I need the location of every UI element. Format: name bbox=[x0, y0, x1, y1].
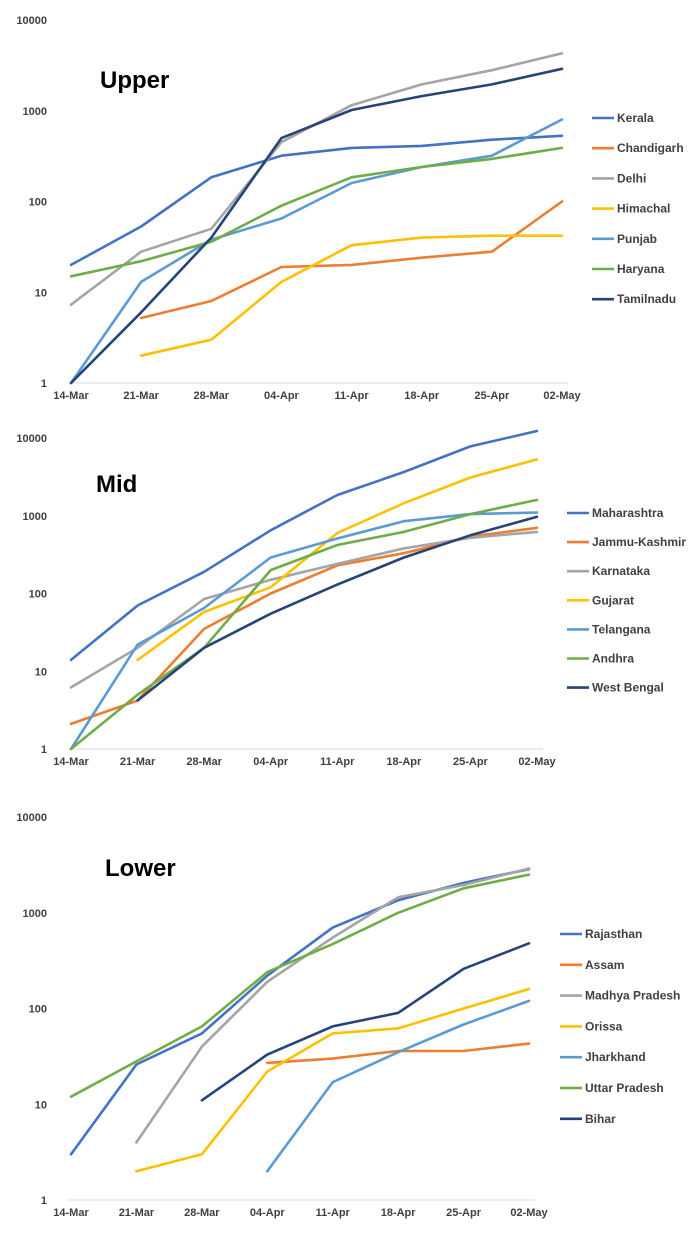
x-tick-label: 25-Apr bbox=[453, 756, 489, 768]
y-tick-label: 1 bbox=[41, 744, 47, 756]
legend-label: Tamilnadu bbox=[617, 292, 676, 306]
series-line-west-bengal bbox=[136, 515, 539, 702]
x-tick-label: 21-Mar bbox=[123, 390, 159, 402]
series-line-kerala bbox=[69, 134, 564, 267]
legend-label: Haryana bbox=[617, 262, 665, 276]
series-line-himachal bbox=[139, 234, 564, 357]
series-line-maharashtra bbox=[69, 429, 539, 662]
y-tick-label: 10 bbox=[35, 666, 47, 678]
legend-label: Bihar bbox=[585, 1112, 616, 1126]
y-tick-label: 1 bbox=[41, 1195, 47, 1207]
series-line-rajasthan bbox=[69, 867, 531, 1156]
chart-mid: 1 10 100 1000 10000 14-Mar 21-Mar 28-Mar 04-Apr 1… bbox=[16, 429, 686, 768]
legend-label: Kerala bbox=[617, 111, 654, 125]
chart-title: Upper bbox=[100, 67, 169, 94]
y-tick-label: 1000 bbox=[23, 908, 47, 920]
x-tick-label: 04-Apr bbox=[253, 756, 289, 768]
legend-label: Assam bbox=[585, 958, 624, 972]
series-line-gujarat bbox=[136, 458, 539, 662]
series-line-chandigarh bbox=[139, 200, 564, 320]
legend-label: Jharkhand bbox=[585, 1050, 646, 1064]
series-line-punjab bbox=[69, 118, 564, 385]
x-tick-label: 25-Apr bbox=[474, 390, 510, 402]
series-line-andhra bbox=[69, 498, 539, 751]
legend-label: Maharashtra bbox=[592, 506, 664, 520]
legend-label: Gujarat bbox=[592, 593, 634, 607]
legend-label: West Bengal bbox=[592, 681, 664, 695]
series-line-karnataka bbox=[69, 530, 539, 689]
legend-label: Karnataka bbox=[592, 564, 650, 578]
legend-label: Madhya Pradesh bbox=[585, 989, 680, 1003]
x-tick-label: 21-Mar bbox=[120, 756, 156, 768]
x-tick-label: 28-Mar bbox=[194, 390, 230, 402]
x-tick-label: 28-Mar bbox=[184, 1207, 220, 1219]
y-tick-label: 10000 bbox=[16, 433, 47, 445]
x-tick-label: 14-Mar bbox=[53, 390, 89, 402]
series-line-haryana bbox=[69, 146, 564, 278]
x-tick-label: 02-May bbox=[518, 756, 556, 768]
legend-label: Rajasthan bbox=[585, 927, 642, 941]
chart-upper: 1 10 100 1000 10000 14-Mar 21-Mar 28-Mar 04-Apr 1… bbox=[16, 15, 683, 402]
x-tick-label: 04-Apr bbox=[264, 390, 300, 402]
legend-label: Delhi bbox=[617, 171, 646, 185]
series-line-jharkhand bbox=[266, 999, 531, 1173]
legend-label: Jammu-Kashmir bbox=[592, 535, 686, 549]
x-tick-label: 18-Apr bbox=[386, 756, 422, 768]
x-tick-label: 02-May bbox=[510, 1207, 548, 1219]
legend-label: Himachal bbox=[617, 202, 670, 216]
y-tick-label: 100 bbox=[29, 589, 47, 601]
series-line-madhya-pradesh bbox=[135, 867, 531, 1144]
series-line-telangana bbox=[69, 511, 539, 751]
x-tick-label: 18-Apr bbox=[381, 1207, 417, 1219]
x-tick-label: 04-Apr bbox=[250, 1207, 286, 1219]
x-tick-label: 28-Mar bbox=[186, 756, 222, 768]
y-tick-label: 10 bbox=[35, 287, 47, 299]
x-tick-label: 02-May bbox=[543, 390, 581, 402]
x-tick-label: 11-Apr bbox=[334, 390, 369, 402]
y-tick-label: 100 bbox=[29, 1004, 47, 1016]
x-tick-label: 14-Mar bbox=[53, 1207, 89, 1219]
series-line-uttar-pradesh bbox=[69, 873, 531, 1098]
x-tick-label: 11-Apr bbox=[320, 756, 355, 768]
y-tick-label: 1 bbox=[41, 378, 47, 390]
y-tick-label: 1000 bbox=[23, 106, 47, 118]
y-tick-label: 1000 bbox=[23, 511, 47, 523]
x-tick-label: 18-Apr bbox=[404, 390, 440, 402]
y-tick-label: 10000 bbox=[16, 15, 47, 27]
x-tick-label: 25-Apr bbox=[446, 1207, 482, 1219]
legend-label: Andhra bbox=[592, 652, 634, 666]
chart-title: Lower bbox=[105, 855, 176, 882]
y-tick-label: 100 bbox=[29, 197, 47, 209]
legend-label: Chandigarh bbox=[617, 141, 684, 155]
legend-label: Punjab bbox=[617, 232, 657, 246]
legend-label: Uttar Pradesh bbox=[585, 1081, 664, 1095]
y-tick-label: 10000 bbox=[16, 812, 47, 824]
x-tick-label: 21-Mar bbox=[119, 1207, 155, 1219]
x-tick-label: 14-Mar bbox=[53, 756, 89, 768]
y-tick-label: 10 bbox=[35, 1099, 47, 1111]
series-line-orissa bbox=[135, 987, 531, 1173]
x-tick-label: 11-Apr bbox=[316, 1207, 351, 1219]
chart-lower: 1 10 100 1000 10000 14-Mar 21-Mar 28-Mar 04-Apr 1… bbox=[16, 812, 680, 1219]
chart-title: Mid bbox=[96, 471, 137, 498]
series-line-tamilnadu bbox=[69, 67, 564, 385]
legend-label: Orissa bbox=[585, 1019, 623, 1033]
series-line-bihar bbox=[200, 942, 531, 1102]
legend-label: Telangana bbox=[592, 622, 651, 636]
